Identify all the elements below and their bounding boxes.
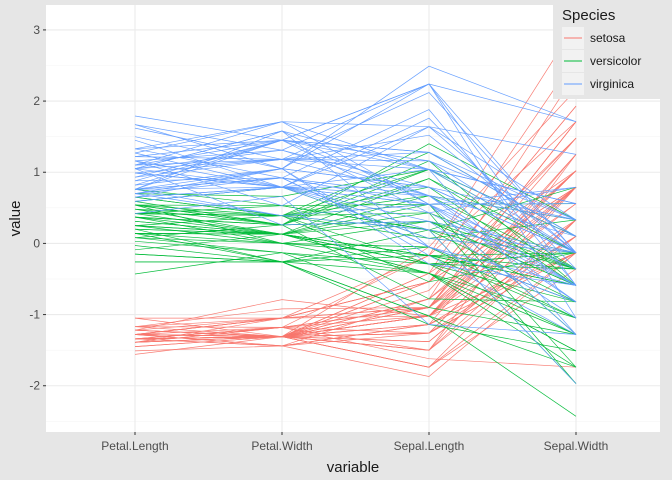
series-line-virginica [134,188,577,286]
series-line-virginica [134,139,577,254]
series-line-setosa [134,137,577,337]
series-line-virginica [134,186,577,254]
y-tick-label: -1 [29,308,40,322]
series-line-virginica [134,65,577,170]
series-line-virginica [134,186,577,254]
series-line-setosa [134,203,577,340]
y-tick-label: -2 [29,379,40,393]
legend-label-setosa: setosa [590,31,626,45]
x-axis-title: variable [327,459,380,476]
x-tick-label: Petal.Width [251,439,312,453]
series-line-setosa [134,186,577,335]
series-line-versicolor [134,203,577,368]
series-line-versicolor [134,186,577,231]
legend-label-virginica: virginica [590,77,634,91]
series-line-virginica [134,168,577,254]
series-line-virginica [134,139,577,221]
legend-label-versicolor: versicolor [590,54,641,68]
series-line-virginica [134,83,577,286]
series-line-versicolor [134,245,577,352]
series-line-virginica [134,149,577,286]
series-line-versicolor [134,225,577,256]
y-axis-title: value [7,201,24,237]
series-line-versicolor [134,228,577,286]
series-line-virginica [134,159,577,253]
series-line-setosa [134,170,577,331]
series-line-virginica [134,109,577,286]
series-line-virginica [134,121,577,204]
x-tick-label: Petal.Length [101,439,168,453]
y-tick-label: 0 [33,236,40,250]
x-tick-label: Sepal.Width [544,439,609,453]
y-tick-label: 2 [33,94,40,108]
series-line-versicolor [134,178,577,270]
series-line-virginica [134,186,577,254]
series-line-setosa [134,219,577,368]
series-line-virginica [134,177,577,335]
series-line-setosa [134,154,577,347]
series-line-virginica [134,139,577,214]
series-line-virginica [134,126,577,221]
legend: Species setosa versicolor virginica [553,0,665,99]
series-line-versicolor [134,233,577,335]
series-line-virginica [134,121,577,155]
y-tick-label: 1 [33,165,40,179]
legend-title: Species [562,7,615,24]
series-line-versicolor [135,261,577,368]
series-line-versicolor [134,252,577,335]
x-tick-label: Sepal.Length [394,439,465,453]
series-line-virginica [134,83,577,253]
y-axis: -2 -1 0 1 2 3 [29,23,46,393]
data-lines [134,24,577,417]
x-axis: Petal.Length Petal.Width Sepal.Length Sepal… [101,432,608,453]
y-tick-label: 3 [33,23,40,37]
series-line-setosa [134,252,577,377]
series-line-virginica [134,139,577,237]
legend-items: setosa versicolor virginica [562,27,641,95]
series-line-versicolor [134,224,577,303]
